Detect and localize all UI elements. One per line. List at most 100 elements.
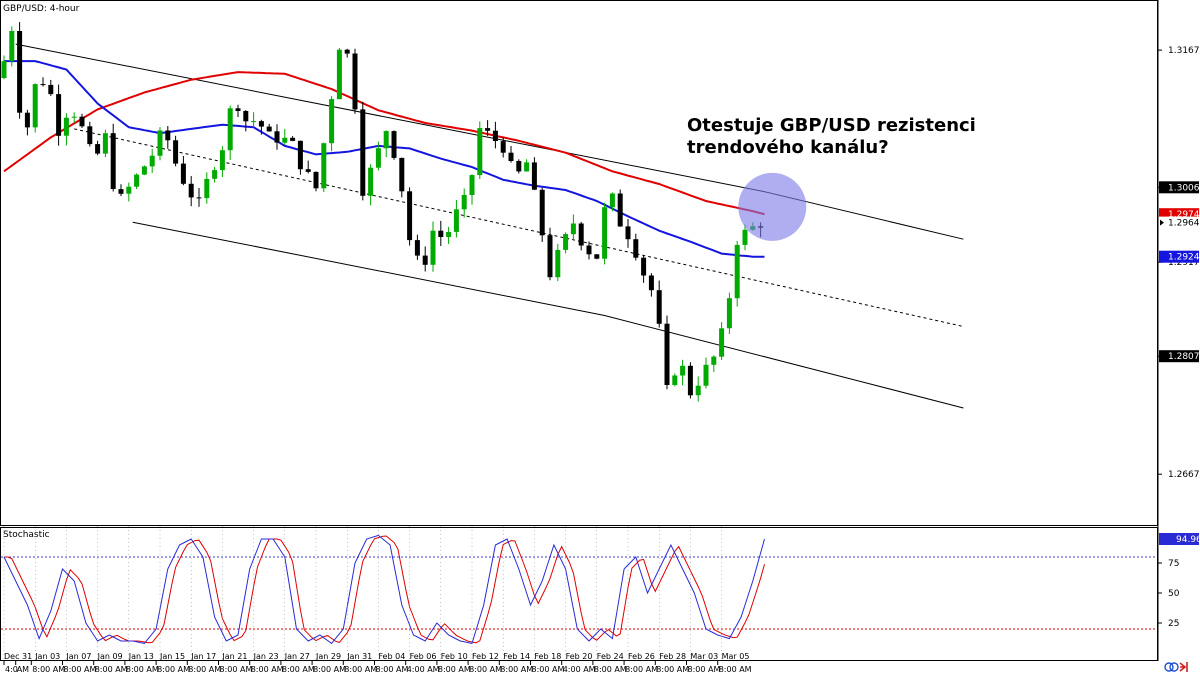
time-tick-label: 8:00 AM <box>344 665 377 674</box>
price-label-text: 1.30062 <box>1168 183 1200 193</box>
date-tick-label: Jan 29 <box>315 652 341 661</box>
candle-body <box>664 323 670 385</box>
time-tick-label: 8:00 AM <box>282 665 315 674</box>
annotation-line-1: Otestuje GBP/USD rezistenci <box>687 115 976 136</box>
candle-body <box>407 191 413 241</box>
stochastic-label: Stochastic <box>3 530 50 540</box>
candle-body <box>196 197 202 199</box>
candle-body <box>227 108 233 151</box>
link-icon-b[interactable] <box>1169 662 1179 672</box>
candle-body <box>204 178 210 199</box>
candle-body <box>149 155 155 167</box>
date-tick-label: Feb 06 <box>410 652 437 661</box>
annotation-line-2: trendového kanálu? <box>687 137 889 158</box>
candle-body <box>17 31 23 113</box>
candle-body <box>219 150 225 171</box>
candle-body <box>297 140 303 170</box>
time-tick-label: 8:00 AM <box>688 665 721 674</box>
stochastic-indicator: 75 50 25 94.96 <box>1 533 1200 645</box>
symbol-label: GBP/USD: 4-hour <box>3 4 80 14</box>
date-tick-label: Feb 10 <box>441 652 468 661</box>
date-tick-label: Mar 03 <box>690 652 718 661</box>
time-tick-label: 4:00 AM <box>563 665 596 674</box>
candle-body <box>212 170 218 179</box>
candle-body <box>290 137 296 141</box>
candle-body <box>126 186 132 194</box>
time-tick-label: 8:00 AM <box>64 665 97 674</box>
date-tick-label: Feb 20 <box>566 652 593 661</box>
price-label-text: 1.29744 <box>1168 210 1200 220</box>
candle-body <box>734 244 740 299</box>
candle-body <box>625 226 631 240</box>
candle-body <box>453 209 459 232</box>
time-tick-label: 8:00 AM <box>157 665 190 674</box>
candle-body <box>477 128 483 176</box>
candle-body <box>430 230 436 265</box>
ma-red-line <box>3 71 765 216</box>
candle-body <box>180 163 186 184</box>
candle-body <box>375 148 381 168</box>
price-label-box <box>1159 181 1199 194</box>
candle-body <box>1 61 7 78</box>
scroll-icons[interactable] <box>1164 662 1188 672</box>
candle-body <box>40 84 46 86</box>
date-tick-label: Feb 18 <box>534 652 561 661</box>
candle-body <box>617 193 623 227</box>
date-tick-label: Dec 31 <box>4 652 32 661</box>
price-label-box <box>1159 350 1199 363</box>
time-tick-label: 8:00 AM <box>32 665 65 674</box>
resistance-highlight <box>738 172 807 241</box>
candle-body <box>48 84 54 95</box>
candle-body <box>63 117 69 136</box>
candle-body <box>95 144 101 154</box>
time-tick-label: 8:00 AM <box>313 665 346 674</box>
candle-body <box>87 126 93 145</box>
date-tick-label: Jan 27 <box>284 652 310 661</box>
candle-body <box>539 189 545 236</box>
candle-body <box>251 121 257 123</box>
candle-body <box>336 49 342 100</box>
candle-body <box>118 189 124 194</box>
time-axis: Dec 31 Jan 03 Jan 07 Jan 09 Jan 13 Jan 15 Jan … <box>3 526 752 674</box>
candle-body <box>711 356 717 365</box>
candle-body <box>469 175 475 195</box>
date-tick-label: Feb 28 <box>659 652 686 661</box>
candle-body <box>360 109 366 196</box>
candle-body <box>102 133 108 154</box>
candle-body <box>383 131 389 149</box>
candle-body <box>141 166 147 175</box>
time-tick-label: 8:00 AM <box>656 665 689 674</box>
candle-body <box>344 49 350 54</box>
candle-body <box>633 239 639 258</box>
candle-body <box>173 140 179 164</box>
candle-body <box>422 255 428 265</box>
candle-body <box>602 207 608 259</box>
candle-body <box>648 275 654 291</box>
candle-body <box>313 171 319 189</box>
date-tick-label: Jan 17 <box>190 652 216 661</box>
candle-body <box>516 161 522 172</box>
date-tick-label: Feb 12 <box>472 652 499 661</box>
time-tick-label: 8:00 AM <box>500 665 533 674</box>
candle-body <box>680 365 686 376</box>
date-tick-label: Feb 14 <box>503 652 530 661</box>
date-tick-label: Jan 07 <box>65 652 91 661</box>
candle-body <box>508 152 514 161</box>
candle-body <box>188 183 194 198</box>
candle-body <box>695 385 701 396</box>
candle-body <box>56 94 62 136</box>
time-tick-label: 8:00 AM <box>532 665 565 674</box>
autoscroll-icon[interactable] <box>1179 662 1188 672</box>
candle-body <box>594 254 600 259</box>
date-tick-label: Jan 23 <box>253 652 279 661</box>
stochastic-tick-label: 50 <box>1168 589 1180 599</box>
candle-body <box>570 223 576 235</box>
candle-body <box>492 130 498 141</box>
time-tick-label: 8:00 AM <box>594 665 627 674</box>
candle-body <box>438 230 444 237</box>
time-tick-label: 4:00 AM <box>407 665 440 674</box>
date-tick-label: Feb 24 <box>597 652 624 661</box>
link-icon[interactable] <box>1164 662 1174 672</box>
date-tick-label: Feb 26 <box>628 652 655 661</box>
